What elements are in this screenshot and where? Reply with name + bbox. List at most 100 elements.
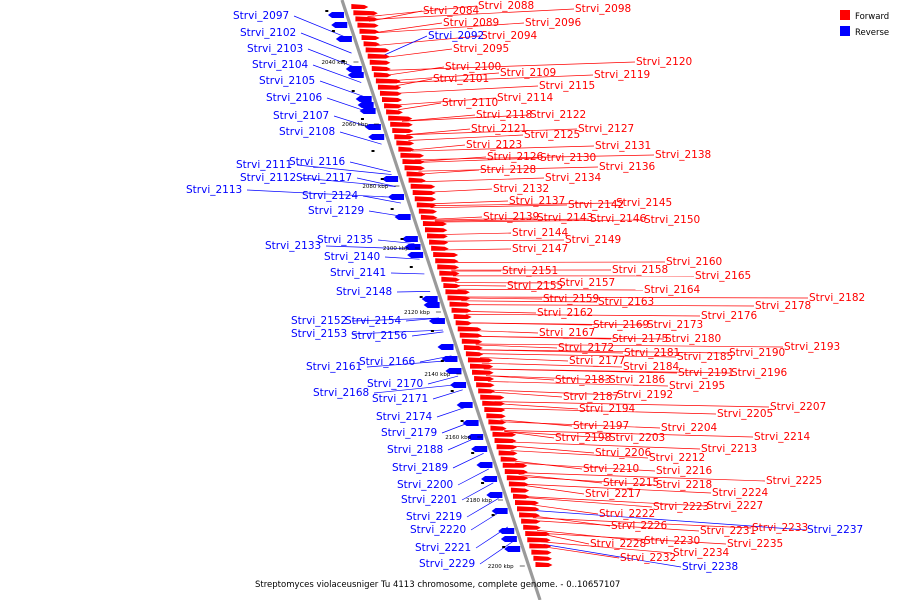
forward-gene-feature (482, 400, 505, 406)
forward-gene-label: Strvi_2224 (712, 487, 769, 499)
forward-gene-feature (463, 345, 483, 350)
gene-features (325, 4, 553, 567)
forward-gene-feature (484, 407, 506, 412)
reverse-gene-label: Strvi_2219 (406, 511, 462, 523)
forward-gene-label: Strvi_2235 (727, 538, 783, 550)
forward-gene-label: Strvi_2173 (647, 319, 703, 331)
reverse-gene-feature (445, 368, 462, 374)
reverse-gene-label: Strvi_2170 (367, 378, 423, 390)
forward-gene-label: Strvi_2184 (623, 361, 680, 373)
forward-gene-label: Strvi_2118 (476, 109, 532, 121)
forward-gene-feature (476, 382, 495, 388)
forward-gene-feature (467, 357, 493, 363)
forward-leader-line (501, 421, 661, 429)
reverse-gene-label: Strvi_2238 (682, 561, 738, 573)
scale-tick-label: 2140 kbp (424, 372, 450, 378)
minor-feature-mark (450, 390, 454, 392)
forward-leader-line (478, 353, 677, 358)
forward-leader-line (496, 407, 717, 415)
forward-gene-label: Strvi_2187 (563, 391, 619, 403)
forward-gene-feature (410, 183, 436, 189)
forward-gene-feature (451, 307, 472, 313)
forward-gene-label: Strvi_2193 (784, 341, 840, 353)
minor-feature-mark (409, 266, 413, 268)
forward-gene-feature (447, 295, 471, 301)
forward-gene-feature (396, 140, 415, 146)
forward-leader-line (509, 445, 595, 454)
reverse-gene-label: Strvi_2106 (266, 92, 323, 104)
forward-leader-line (540, 541, 673, 554)
forward-leader-line (402, 114, 530, 122)
forward-leader-line (461, 300, 598, 303)
reverse-gene-label: Strvi_2108 (279, 126, 335, 138)
reverse-leader-line (246, 189, 400, 198)
reverse-gene-label: Strvi_2117 (296, 172, 352, 184)
scale-ticks: 2040 kbp 2060 kbp 2080 kbp 2100 kbp 2120 kbp… (321, 60, 525, 570)
forward-leader-line (421, 177, 545, 183)
backbone-line (340, 0, 542, 600)
reverse-leader-line (362, 195, 402, 204)
forward-gene-feature (533, 555, 553, 561)
forward-leader-line (414, 154, 655, 161)
minor-feature-mark (390, 208, 394, 210)
forward-leader-line (481, 362, 623, 368)
forward-gene-feature (386, 109, 403, 115)
reverse-gene-label: Strvi_2112 (240, 172, 296, 184)
reverse-leader-line (427, 375, 459, 385)
forward-leader-line (519, 476, 656, 486)
forward-gene-label: Strvi_2226 (611, 520, 668, 532)
reverse-gene-label: Strvi_2168 (313, 387, 369, 399)
forward-leader-line (504, 431, 555, 439)
forward-gene-label: Strvi_2134 (545, 172, 602, 184)
forward-gene-label: Strvi_2186 (609, 374, 666, 386)
forward-gene-label: Strvi_2142 (568, 199, 624, 211)
forward-leader-line (514, 462, 656, 472)
forward-gene-feature (400, 152, 425, 158)
forward-gene-feature (521, 518, 541, 524)
forward-leader-line (367, 5, 478, 17)
forward-gene-label: Strvi_2125 (524, 129, 580, 141)
forward-gene-label: Strvi_2197 (573, 420, 629, 432)
forward-gene-feature (416, 202, 437, 208)
forward-leader-line (390, 78, 433, 88)
reverse-leader-line (296, 164, 392, 175)
reverse-leader-line (319, 80, 367, 98)
forward-gene-label: Strvi_2084 (423, 5, 480, 17)
forward-leader-line (532, 515, 611, 527)
forward-gene-label: Strvi_2231 (700, 525, 756, 537)
forward-gene-label: Strvi_2180 (665, 333, 721, 345)
reverse-gene-label: Strvi_2179 (381, 427, 437, 439)
forward-gene-label: Strvi_2191 (678, 367, 734, 379)
forward-gene-feature (453, 314, 472, 319)
reverse-gene-label: Strvi_2229 (419, 558, 475, 570)
forward-gene-label: Strvi_2151 (502, 265, 558, 277)
forward-gene-label: Strvi_2088 (478, 0, 534, 12)
forward-gene-feature (490, 425, 507, 431)
forward-gene-feature (498, 450, 518, 456)
forward-gene-feature (500, 456, 518, 462)
leader-lines (246, 5, 809, 568)
forward-gene-feature (424, 227, 448, 233)
reverse-leader-line (452, 453, 484, 469)
forward-gene-label: Strvi_2228 (590, 538, 646, 550)
forward-leader-line (536, 529, 644, 542)
forward-leader-line (425, 188, 493, 193)
reverse-gene-label: Strvi_2124 (302, 190, 359, 202)
forward-leader-line (462, 304, 755, 307)
reverse-leader-line (351, 317, 439, 322)
reverse-gene-label: Strvi_2141 (330, 267, 386, 279)
map-caption: Streptomyces violaceusniger Tu 4113 chro… (255, 580, 620, 590)
forward-gene-feature (494, 438, 517, 443)
reverse-leader-line (373, 383, 461, 394)
forward-leader-line (510, 450, 649, 459)
reverse-leader-line (396, 291, 431, 293)
reverse-leader-line (543, 544, 682, 568)
forward-leader-line (472, 335, 665, 340)
reverse-leader-line (351, 329, 443, 335)
forward-gene-feature (353, 10, 378, 16)
reverse-gene-feature (486, 492, 503, 498)
forward-gene-feature (392, 128, 414, 133)
reverse-leader-line (382, 35, 428, 57)
reverse-gene-label: Strvi_2113 (186, 184, 242, 196)
